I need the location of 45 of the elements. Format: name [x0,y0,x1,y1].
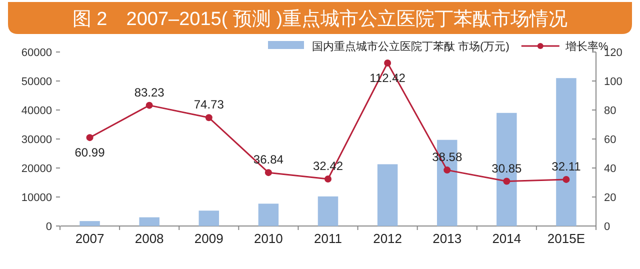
data-label: 83.23 [134,85,165,100]
y2-tick-label: 80 [604,105,616,117]
y2-tick-label: 100 [604,76,622,88]
point [503,178,510,185]
y2-tick-label: 60 [604,134,616,146]
point [324,175,332,182]
y-tick-label: 20000 [21,163,52,175]
y-tick-label: 60000 [21,47,52,59]
y2-tick-label: 0 [604,221,610,233]
x-tick-label: 2009 [194,231,224,246]
chart-title: 图 2 2007–2015( 预测 )重点城市公立医院丁苯酞市场情况 [72,8,568,30]
x-tick-label: 2008 [134,231,164,246]
y-tick-label: 50000 [21,76,52,88]
point [86,134,94,142]
bar [198,210,220,226]
point [264,169,272,176]
data-label: 74.73 [194,98,224,112]
x-tick-label: 2007 [75,231,104,246]
y-tick-label: 10000 [21,192,52,204]
x-tick-label: 2013 [432,231,462,246]
y2-tick-label: 40 [604,163,616,175]
point [146,102,153,109]
point [384,59,392,66]
y-tick-label: 0 [46,221,52,233]
y-tick-label: 30000 [21,134,52,146]
point [205,114,212,122]
legend-label: 国内重点城市公立医院丁苯酞 市场(万元) [312,40,510,53]
x-tick-label: 2012 [373,231,402,246]
bar [139,217,160,226]
y-tick-label: 40000 [21,105,52,117]
bar [258,204,279,226]
point [562,176,570,183]
x-tick-label: 2015E [547,231,586,246]
x-tick-label: 2010 [254,231,283,246]
data-label: 36.84 [253,152,284,167]
data-label: 30.85 [492,161,522,176]
x-tick-label: 2011 [314,231,342,246]
y2-tick-label: 20 [604,192,616,204]
bar [318,196,338,226]
data-label: 60.99 [74,146,106,160]
point [444,166,451,174]
bar [377,164,398,226]
bar [80,221,100,226]
data-label: 32.11 [552,159,582,174]
x-tick-label: 2014 [492,231,522,246]
